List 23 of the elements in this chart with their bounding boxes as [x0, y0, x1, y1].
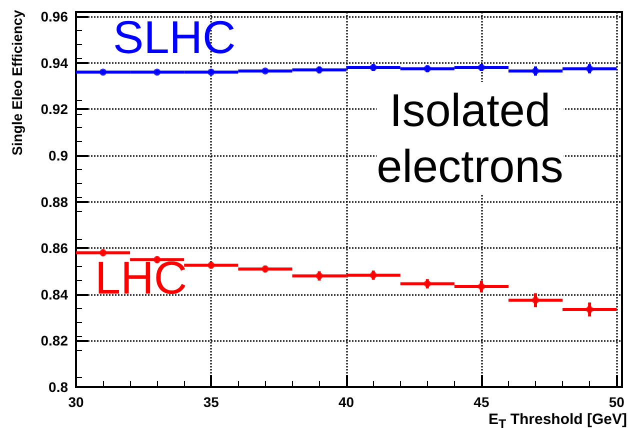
y-tick-label: 0.96 — [40, 8, 68, 25]
x-axis-title: E$_{T}$ Threshold [GeV] — [488, 411, 627, 431]
y-tick-label: 0.82 — [40, 332, 68, 349]
x-tick-label: 35 — [203, 394, 220, 410]
point — [586, 306, 594, 313]
annotation: Isolated electrons — [376, 84, 564, 192]
x-tick-label: 45 — [474, 394, 490, 410]
point — [478, 283, 485, 290]
x-tick-label: 50 — [608, 394, 625, 410]
y-tick-label: 0.84 — [40, 286, 68, 302]
y-axis-title: Single Eleo Efficiency — [9, 10, 25, 156]
y-tick-label: 0.8 — [48, 379, 68, 395]
series-label: LHC — [95, 252, 188, 304]
x-tick-label: 40 — [338, 394, 354, 410]
y-tick-label: 0.92 — [40, 101, 68, 118]
point — [532, 296, 540, 304]
series-label: SLHC — [113, 11, 236, 64]
y-tick-label: 0.94 — [40, 54, 68, 71]
point — [532, 68, 540, 75]
y-tick-label: 0.9 — [48, 148, 68, 164]
y-tick-label: 0.88 — [40, 194, 68, 210]
y-tick-label: 0.86 — [40, 240, 68, 256]
x-tick-label: 30 — [68, 394, 84, 410]
